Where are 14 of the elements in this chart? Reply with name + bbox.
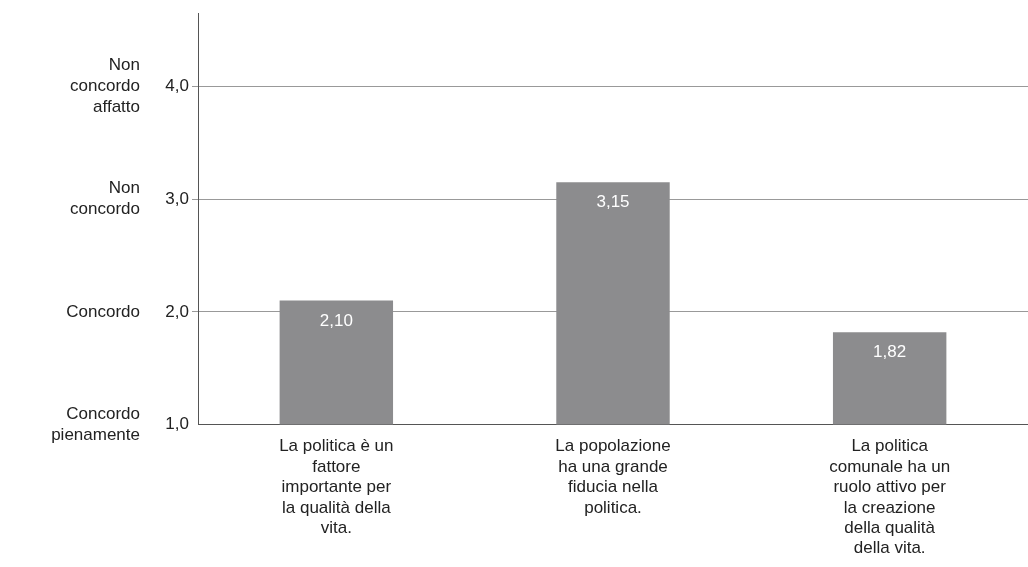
y-tick-label: 2,0 — [165, 301, 189, 321]
y-tick-label: 4,0 — [165, 76, 189, 96]
data-label: 3,15 — [596, 192, 630, 212]
text: Concordo pienamente — [51, 403, 140, 444]
text: Non concordo — [70, 178, 140, 219]
x-tick-label: La popolazione ha una grande fiducia nella politica. — [555, 436, 671, 517]
text: Non concordo affatto — [70, 55, 140, 117]
x-tick-label: La politica è un fattore importante per la qualità della vita. — [279, 436, 394, 538]
data-label: 1,82 — [873, 342, 907, 362]
x-tick-label: La politica comunale ha un ruolo attivo per la creazione della qualità della vita. — [829, 436, 951, 558]
data-label: 2,10 — [319, 310, 353, 330]
text: Concordo — [66, 301, 140, 321]
y-tick-label: 1,0 — [165, 414, 189, 434]
y-tick-label: 3,0 — [165, 188, 189, 208]
